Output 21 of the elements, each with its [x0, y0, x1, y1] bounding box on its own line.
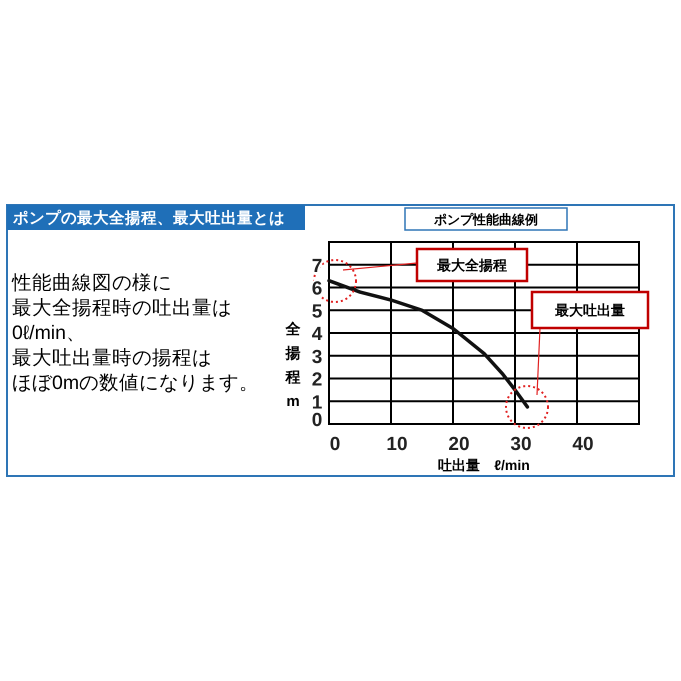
- text: 最大吐出量時の揚程は: [12, 347, 212, 369]
- annotation: 最大全揚程: [436, 257, 507, 273]
- text: 最大全揚程時の吐出量は: [12, 297, 232, 319]
- x-axis-title: 吐出量 ℓ/min: [438, 457, 530, 473]
- x-tick-label: 0: [330, 434, 340, 455]
- y-tick-label: 4: [312, 324, 323, 345]
- text: 0ℓ/min、: [12, 322, 86, 344]
- text: 性能曲線図の様に: [11, 272, 172, 294]
- y-tick-label: 5: [312, 301, 323, 322]
- x-tick-label: 20: [448, 434, 470, 455]
- x-tick-label: 30: [510, 434, 532, 455]
- annotation: 最大吐出量: [554, 302, 625, 318]
- text: ほぼ0mの数値になります。: [12, 372, 260, 394]
- y-axis-title: 全揚程 m: [284, 321, 302, 410]
- x-tick-label: 10: [386, 434, 408, 455]
- x-tick-label: 40: [572, 434, 594, 455]
- text: ポンプの最大全揚程、最大吐出量とは: [12, 209, 285, 227]
- y-tick-label: 7: [312, 256, 322, 277]
- y-tick-label: 2: [312, 370, 322, 390]
- y-tick-label: 3: [312, 346, 322, 368]
- chart-title: ポンプ性能曲線例: [433, 212, 538, 227]
